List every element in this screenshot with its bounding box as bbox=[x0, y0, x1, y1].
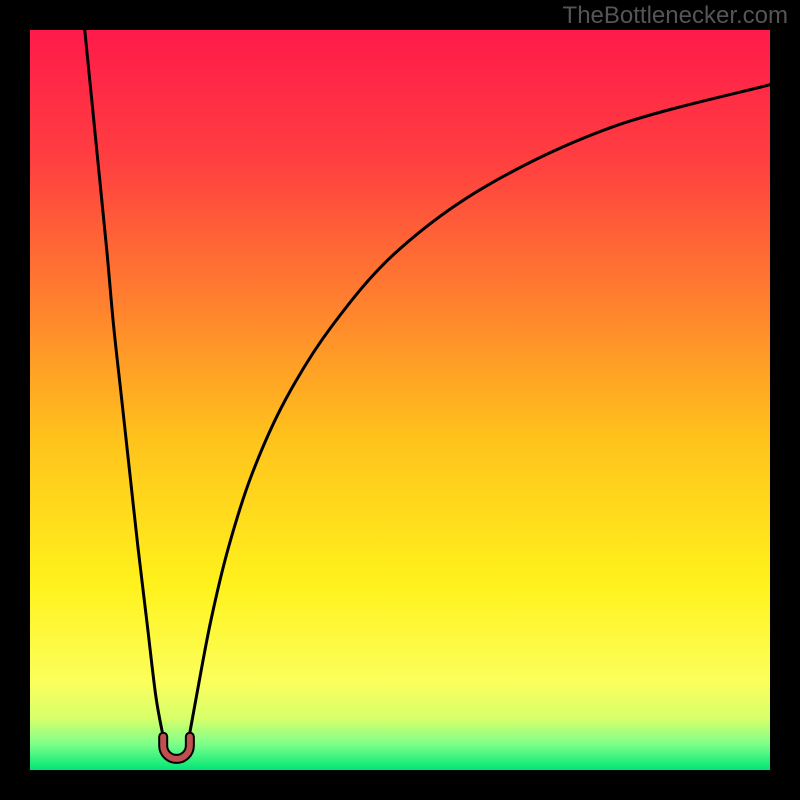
curve-left-branch bbox=[85, 30, 163, 737]
curve-right-branch bbox=[189, 85, 770, 737]
figure-root: TheBottlenecker.com bbox=[0, 0, 800, 800]
watermark-text: TheBottlenecker.com bbox=[563, 2, 788, 30]
plot-area bbox=[30, 30, 770, 770]
bottleneck-curve bbox=[30, 30, 770, 770]
